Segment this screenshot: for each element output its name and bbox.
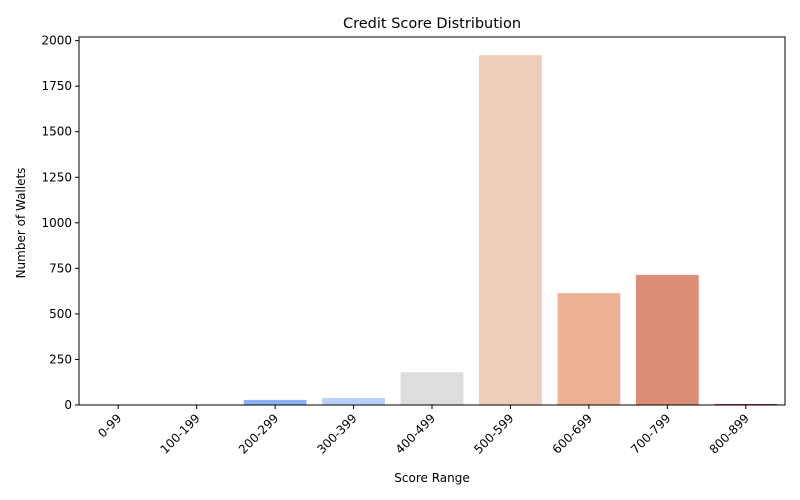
- x-tick-label: 700-799: [628, 411, 673, 456]
- plot-frame: [78, 36, 786, 406]
- bar-700-799: [635, 274, 699, 405]
- y-tick-label: 1750: [41, 79, 72, 93]
- x-tick-label: 800-899: [707, 411, 752, 456]
- y-tick-label: 1250: [41, 170, 72, 184]
- bar-500-599: [479, 55, 542, 405]
- y-tick-label: 1000: [41, 216, 72, 230]
- x-tick-label: 400-499: [393, 411, 438, 456]
- y-tick-label: 500: [49, 307, 72, 321]
- bar-400-499: [400, 372, 464, 405]
- y-axis-label: Number of Wallets: [14, 168, 28, 279]
- bar-300-399: [322, 398, 385, 405]
- x-tick-label: 500-599: [471, 411, 516, 456]
- x-axis-label: Score Range: [394, 471, 469, 485]
- y-tick-label: 2000: [41, 34, 72, 48]
- y-axis: 0 250 500 750 1000 1250 1500 1750 2000: [41, 34, 79, 412]
- y-tick-label: 0: [64, 398, 72, 412]
- chart-title: Credit Score Distribution: [343, 16, 521, 32]
- bar-600-699: [557, 293, 621, 405]
- x-tick-label: 300-399: [314, 411, 359, 456]
- y-tick-label: 750: [49, 261, 72, 275]
- x-tick-label: 600-699: [550, 411, 595, 456]
- y-tick-label: 1500: [41, 125, 72, 139]
- x-axis: 0-99 100-199 200-299 300-399 400-499 500-599 6…: [95, 405, 752, 457]
- x-tick-label: 100-199: [157, 411, 202, 456]
- bars-group: [86, 55, 778, 405]
- x-tick-label: 0-99: [95, 411, 124, 440]
- x-tick-label: 200-299: [236, 411, 281, 456]
- y-tick-label: 250: [49, 352, 72, 366]
- bar-200-299: [243, 399, 307, 405]
